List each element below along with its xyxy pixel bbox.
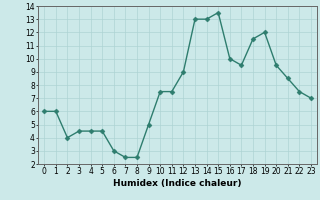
X-axis label: Humidex (Indice chaleur): Humidex (Indice chaleur) (113, 179, 242, 188)
